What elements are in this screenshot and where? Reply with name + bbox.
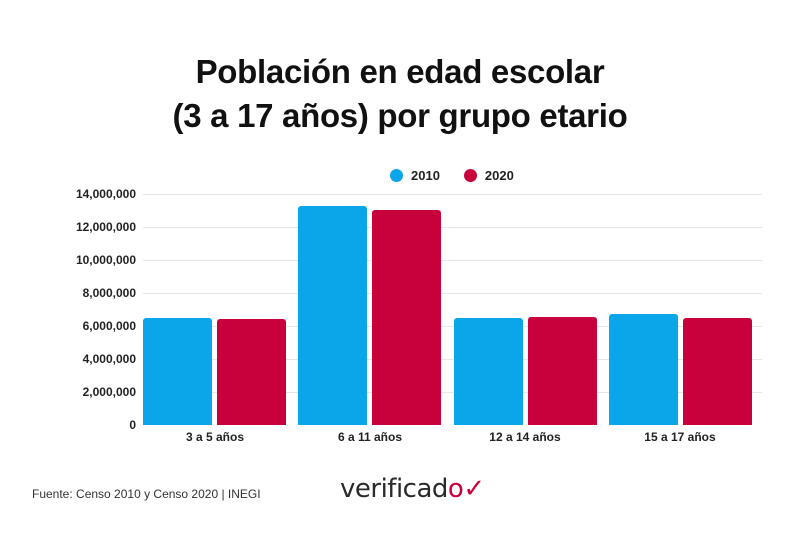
y-tick-label: 2,000,000: [82, 385, 136, 399]
chart-title-line-1: Población en edad escolar: [195, 53, 605, 90]
y-tick-label: 12,000,000: [75, 220, 136, 234]
x-category-label: 12 a 14 años: [489, 430, 561, 444]
y-tick-label: 6,000,000: [82, 319, 136, 333]
verificado-logo: verificado✓: [340, 474, 485, 504]
source-note: Fuente: Censo 2010 y Censo 2020 | INEGI: [32, 487, 261, 501]
bar-2020-1: [372, 210, 441, 425]
bar-2020-3: [683, 318, 752, 425]
legend-item-2020: 2020: [463, 167, 514, 183]
x-category-label: 6 a 11 años: [337, 430, 403, 444]
chart-title: Población en edad escolar (3 a 17 años) …: [0, 50, 800, 138]
logo-text: verificad: [340, 474, 448, 504]
logo-check-icon: o✓: [447, 474, 485, 504]
x-category-label: 15 a 17 años: [644, 430, 716, 444]
bar-2020-0: [217, 319, 286, 425]
gridline: [143, 359, 762, 360]
gridline: [143, 194, 762, 195]
y-tick-label: 4,000,000: [82, 352, 136, 366]
legend-swatch-2010-icon: [390, 168, 403, 182]
gridline: [143, 293, 762, 294]
bar-2010-3: [609, 314, 678, 425]
legend-item-2010: 2010: [390, 168, 440, 183]
y-tick-label: 14,000,000: [75, 187, 136, 201]
y-tick-label: 0: [129, 418, 136, 432]
gridline: [143, 260, 762, 261]
gridline: [143, 326, 762, 327]
chart-legend: 2010 2020: [390, 166, 538, 184]
bar-2010-1: [298, 206, 367, 425]
x-category-label: 3 a 5 años: [185, 430, 245, 444]
gridline: [143, 392, 762, 393]
gridline: [143, 227, 762, 228]
legend-swatch-2020-icon: [463, 168, 477, 182]
chart-title-line-2: (3 a 17 años) por grupo etario: [172, 97, 628, 134]
y-tick-label: 10,000,000: [75, 253, 136, 267]
bar-2020-2: [528, 317, 597, 425]
y-tick-label: 8,000,000: [82, 286, 136, 300]
legend-label-2010: 2010: [411, 167, 440, 183]
bar-2010-2: [454, 318, 523, 425]
bar-2010-0: [143, 318, 212, 425]
legend-label-2020: 2020: [484, 167, 514, 183]
